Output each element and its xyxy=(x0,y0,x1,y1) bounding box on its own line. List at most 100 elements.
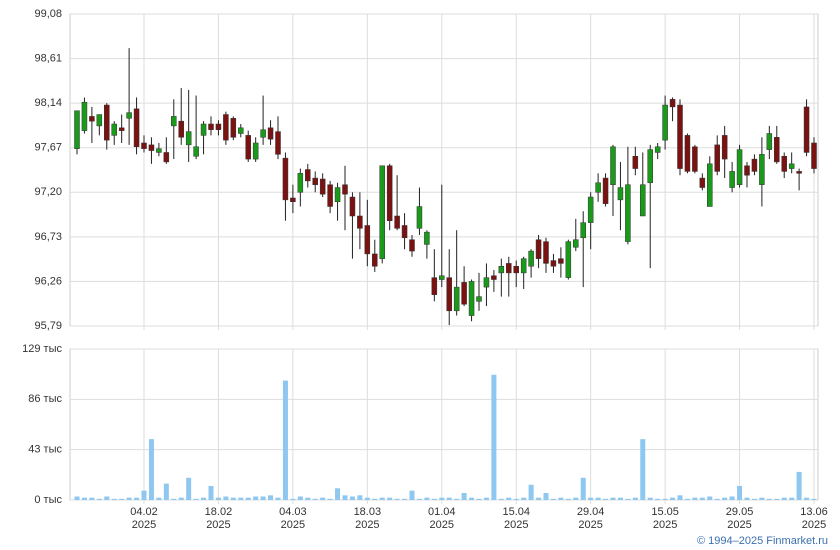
x-tick-label: 13.06 2025 xyxy=(800,506,828,531)
volume-bar xyxy=(759,497,765,500)
volume-bar xyxy=(305,497,311,500)
volume-bar xyxy=(729,496,735,500)
candle-body xyxy=(774,137,780,163)
candle-body xyxy=(223,114,229,141)
candle-body xyxy=(439,275,445,280)
candle-body xyxy=(342,184,348,195)
candle-body xyxy=(640,184,646,217)
volume-bar xyxy=(521,497,527,500)
candle-body xyxy=(491,275,497,280)
volume-bar xyxy=(632,497,638,500)
x-tick-label: 29.05 2025 xyxy=(725,506,754,531)
volume-bar xyxy=(171,498,177,500)
volume-bar xyxy=(260,496,266,500)
volume-bar xyxy=(781,497,787,500)
volume-bar xyxy=(498,498,504,500)
candle-body xyxy=(476,296,482,302)
volume-bar xyxy=(647,497,653,500)
volume-bar xyxy=(804,497,810,500)
volume-bar xyxy=(476,498,482,500)
volume-bar xyxy=(245,497,251,500)
volume-bar xyxy=(670,497,676,500)
volume-bar xyxy=(439,497,445,500)
y-tick-label: 97,67 xyxy=(34,142,62,154)
candle-body xyxy=(699,177,706,188)
volume-bar xyxy=(506,497,512,500)
volume-bar xyxy=(357,495,363,500)
candle-body xyxy=(744,165,750,176)
volume-bar xyxy=(766,498,772,500)
volume-bar xyxy=(402,498,408,500)
candle-body xyxy=(610,146,616,185)
candle-body xyxy=(766,133,773,150)
volume-bar xyxy=(349,496,355,500)
volume-bar xyxy=(513,498,519,500)
candle-body xyxy=(692,146,698,172)
volume-bar xyxy=(543,492,549,500)
candle-body xyxy=(684,135,691,172)
candle-body xyxy=(781,155,787,172)
volume-bar xyxy=(134,497,140,500)
y-tick-label: 129 тыс xyxy=(22,343,62,355)
candle-body xyxy=(602,177,609,204)
candle-body xyxy=(654,146,661,153)
volume-bar xyxy=(550,498,556,500)
candle-body xyxy=(565,241,572,278)
x-tick-label: 15.05 2025 xyxy=(651,506,679,531)
candle-body xyxy=(252,142,259,160)
volume-bar xyxy=(238,497,244,500)
volume-bar xyxy=(74,496,80,500)
candle-body xyxy=(468,281,475,316)
volume-bar xyxy=(662,498,668,500)
y-tick-label: 95,79 xyxy=(34,320,62,332)
volume-bar xyxy=(282,380,288,500)
volume-bar xyxy=(387,497,393,500)
volume-bar xyxy=(603,498,609,500)
volume-panel xyxy=(69,348,819,501)
volume-bar xyxy=(454,498,460,500)
candle-body xyxy=(409,239,415,252)
volume-bar xyxy=(215,497,221,500)
candle-body xyxy=(803,106,810,153)
volume-bar xyxy=(469,497,475,500)
volume-bar xyxy=(722,497,728,500)
volume-bar xyxy=(275,497,281,500)
volume-bar xyxy=(186,477,192,500)
copyright[interactable]: © 1994–2025 Finmarket.ru xyxy=(696,535,828,547)
volume-bar xyxy=(744,497,750,500)
x-tick-label: 29.04 2025 xyxy=(576,506,605,531)
candle-body xyxy=(401,225,408,239)
volume-bar xyxy=(431,498,437,500)
volume-bar xyxy=(536,497,542,500)
volume-bar xyxy=(707,496,713,500)
volume-bar xyxy=(789,497,795,500)
volume-bar xyxy=(811,498,817,500)
candle-body xyxy=(260,129,266,138)
volume-bar xyxy=(119,498,125,500)
y-tick-label: 97,20 xyxy=(34,186,62,198)
volume-bar xyxy=(89,497,95,500)
candle-body xyxy=(721,135,728,160)
candle-body xyxy=(647,149,653,184)
candle-body xyxy=(729,171,735,188)
candle-body xyxy=(364,225,371,255)
candle-body xyxy=(118,127,125,131)
candle-body xyxy=(662,104,668,141)
x-tick-label: 18.03 2025 xyxy=(353,506,382,531)
candle-body xyxy=(111,123,117,136)
volume-bar xyxy=(640,439,646,500)
candle-body xyxy=(81,101,88,131)
volume-bar xyxy=(684,498,690,500)
volume-bar xyxy=(223,496,229,500)
volume-bar xyxy=(126,497,132,500)
volume-bar xyxy=(528,484,534,500)
candle-body xyxy=(751,158,758,172)
candle-body xyxy=(520,258,527,274)
volume-bar xyxy=(96,498,102,500)
candle-body xyxy=(148,144,155,151)
candle-body xyxy=(506,263,512,274)
volume-bar xyxy=(409,490,415,500)
candle-body xyxy=(573,239,579,248)
